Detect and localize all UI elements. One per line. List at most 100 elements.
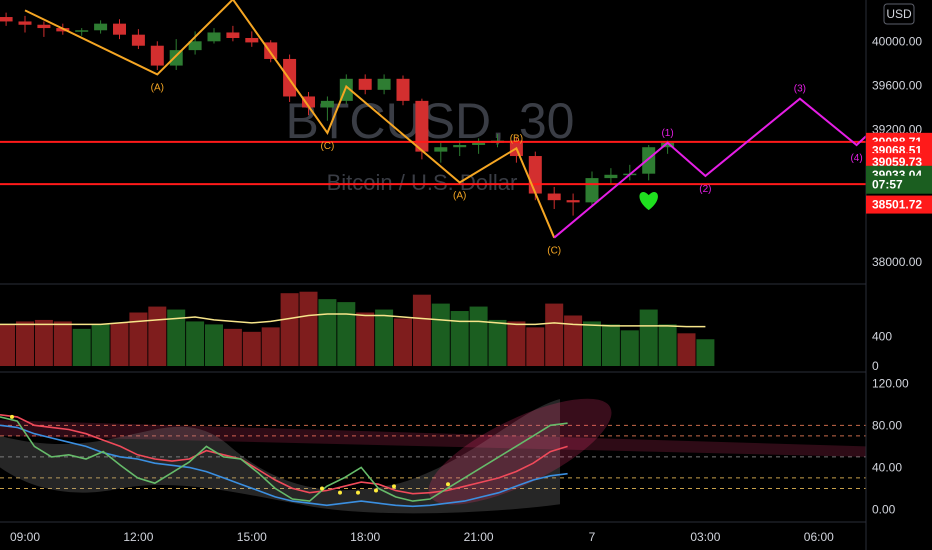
wave-label: (3)	[794, 84, 806, 95]
candle	[226, 25, 240, 42]
volume-bar	[280, 293, 299, 366]
oscillator-red-line	[0, 414, 568, 495]
candle	[94, 20, 108, 34]
volume-bar	[53, 321, 72, 366]
volume-bar	[261, 327, 280, 366]
volume-bar	[620, 330, 639, 366]
candle	[113, 19, 126, 40]
candle-body	[396, 78, 410, 101]
time-axis[interactable]: 09:00 12:00 15:00 18:00 21:00 7 03:00 06:00	[10, 530, 834, 544]
candle-body	[642, 147, 656, 174]
candle	[0, 12, 13, 26]
price-tag: 38501.72	[866, 195, 932, 214]
volume-bar	[450, 311, 469, 366]
volume-tick-label: 0	[872, 359, 879, 373]
wave-label: (2)	[699, 184, 711, 195]
price-axis[interactable]	[866, 0, 932, 550]
time-tick-label: 06:00	[804, 530, 834, 544]
candle-body	[113, 23, 126, 35]
candle-body	[661, 142, 675, 148]
candle-body	[131, 34, 145, 46]
candle	[18, 15, 32, 33]
price-tag-text: 38501.72	[872, 198, 922, 212]
wave-label: (1)	[661, 128, 673, 139]
candle-body	[283, 58, 297, 97]
candle	[245, 31, 259, 47]
candle	[434, 142, 448, 163]
volume-bar	[242, 331, 261, 366]
price-tick-label: 38000.00	[872, 255, 922, 269]
candle-body	[0, 17, 13, 22]
volume-bar	[677, 333, 696, 366]
candle-body	[320, 100, 334, 108]
oscillator-dot	[320, 486, 324, 491]
heart-icon	[639, 192, 658, 211]
candle-body	[434, 147, 448, 152]
candle	[320, 96, 334, 121]
candle-body	[547, 193, 561, 201]
candle	[188, 31, 202, 55]
time-tick-label: 09:00	[10, 530, 40, 544]
volume-bar	[356, 312, 375, 366]
oscillator-dot	[10, 414, 14, 419]
price-tag-text: 39059.73	[872, 155, 922, 169]
candle	[396, 75, 410, 106]
oscillator-blue-line	[0, 424, 568, 508]
candle	[377, 74, 391, 95]
price-tick-label: 39600.00	[872, 78, 922, 92]
candle-body	[150, 45, 164, 66]
candle-body	[585, 178, 599, 203]
volume-bar	[0, 324, 16, 366]
candle	[604, 168, 618, 185]
price-tag-bg	[866, 175, 932, 194]
volume-bar	[148, 306, 167, 366]
candle	[358, 74, 372, 95]
volume-bar	[375, 309, 394, 366]
volume-bar	[337, 302, 356, 366]
oscillator-tick-label: 0.00	[872, 502, 896, 516]
currency-badge[interactable]: USD	[883, 3, 915, 25]
candle	[302, 92, 315, 116]
oscillator-dot	[338, 490, 342, 495]
candle	[37, 21, 51, 37]
candle	[150, 41, 164, 70]
volume-bar	[299, 291, 318, 366]
candle-body	[245, 37, 259, 43]
oscillator-dot	[446, 482, 450, 487]
price-tick-label: 40000.00	[872, 34, 922, 48]
volume-bar	[696, 339, 715, 366]
wave-label: (C)	[547, 246, 561, 257]
candle	[547, 186, 561, 209]
oscillator-tick-label: 40.00	[872, 460, 902, 474]
volume-bar	[167, 309, 186, 366]
volume-bar	[16, 321, 34, 366]
time-tick-label: 18:00	[350, 530, 380, 544]
time-tick-label: 12:00	[123, 530, 153, 544]
time-tick-label: 03:00	[690, 530, 720, 544]
oscillator-tick-label: 120.00	[872, 376, 909, 390]
oscillator-tick-label: 80.00	[872, 418, 902, 432]
candle-body	[226, 32, 240, 38]
candle	[642, 145, 656, 181]
volume-pane	[0, 291, 715, 366]
oscillator-cloud	[0, 399, 560, 514]
candle-body	[188, 41, 202, 51]
volume-bar	[223, 328, 242, 366]
oscillator-dot	[374, 488, 378, 493]
time-tick-label: 7	[589, 530, 596, 544]
oscillator-dot	[392, 484, 396, 489]
candle	[566, 193, 580, 216]
wave-label: (A)	[453, 191, 466, 202]
volume-bar	[658, 324, 677, 366]
volume-bar	[507, 321, 526, 366]
volume-bar	[545, 303, 564, 366]
volume-bar	[526, 327, 545, 366]
candle-body	[604, 174, 618, 179]
volume-bar	[186, 321, 205, 366]
candle-body	[169, 50, 183, 66]
candle-body	[377, 78, 391, 90]
price-pane[interactable]: (A)(C)(A)(B)(C)(1)(2)(3)(4)(5)	[0, 0, 932, 257]
price-tag: 07:57	[866, 175, 932, 194]
candle-body	[358, 78, 372, 90]
